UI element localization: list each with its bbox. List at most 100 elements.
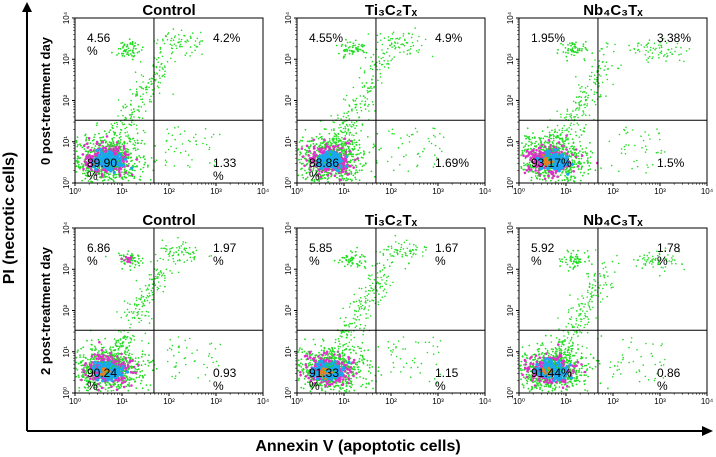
event-dot	[111, 145, 114, 147]
event-dot	[430, 142, 433, 145]
event-dot	[625, 132, 627, 135]
event-dot	[572, 170, 575, 173]
event-dot	[662, 55, 665, 57]
event-dot	[581, 85, 583, 88]
event-dot	[577, 116, 579, 119]
event-dot	[575, 102, 577, 104]
event-dot	[351, 143, 354, 146]
event-dot	[394, 41, 396, 43]
event-dot	[116, 134, 118, 137]
event-dot	[218, 133, 221, 136]
event-dot	[585, 99, 588, 101]
event-dot	[555, 143, 558, 145]
event-dot	[144, 131, 146, 134]
event-dot	[358, 116, 360, 119]
y-tick-label: 10²	[284, 94, 293, 106]
event-dot	[345, 48, 347, 51]
event-dot	[127, 389, 130, 392]
event-dot	[370, 85, 372, 88]
event-dot	[138, 161, 141, 163]
event-dot	[350, 121, 353, 123]
event-dot	[79, 143, 81, 146]
event-dot	[628, 44, 630, 47]
event-dot	[670, 48, 673, 50]
event-dot	[557, 179, 560, 182]
event-dot	[129, 88, 131, 91]
event-dot	[132, 143, 134, 145]
event-dot	[326, 174, 330, 177]
event-dot	[88, 170, 91, 173]
event-dot	[606, 78, 609, 81]
event-dot	[139, 156, 142, 159]
event-dot	[131, 42, 134, 45]
event-dot	[373, 175, 376, 178]
event-dot	[577, 155, 579, 158]
event-dot	[525, 143, 527, 146]
event-dot	[338, 178, 342, 182]
event-dot	[657, 54, 660, 56]
event-dot	[645, 59, 648, 61]
event-dot	[643, 46, 646, 48]
event-dot	[587, 157, 589, 160]
event-dot	[383, 53, 386, 55]
event-dot	[584, 87, 587, 89]
event-dot	[143, 143, 146, 145]
event-dot	[535, 145, 538, 147]
event-dot	[347, 172, 351, 176]
event-dot	[187, 40, 189, 42]
event-dot	[591, 65, 593, 68]
event-dot	[524, 148, 526, 151]
event-dot	[342, 138, 345, 140]
event-dot	[117, 139, 119, 142]
event-dot	[302, 176, 305, 179]
event-dot	[358, 139, 361, 142]
event-dot	[569, 42, 571, 45]
event-dot	[370, 56, 372, 59]
event-dot	[344, 154, 347, 157]
event-dot	[586, 85, 589, 88]
event-dot	[603, 69, 605, 71]
event-dot	[336, 114, 339, 116]
event-dot	[578, 47, 581, 50]
event-dot	[77, 362, 80, 365]
event-dot	[536, 177, 539, 180]
event-dot	[583, 130, 586, 133]
event-dot	[146, 166, 149, 168]
event-dot	[177, 41, 179, 44]
event-dot	[363, 152, 366, 155]
event-dot	[104, 147, 108, 150]
event-dot	[522, 146, 525, 149]
event-dot	[340, 126, 342, 129]
event-dot	[163, 65, 166, 67]
event-dot	[121, 53, 123, 55]
event-dot	[162, 39, 164, 42]
event-dot	[561, 127, 564, 130]
event-dot	[164, 76, 166, 78]
event-dot	[327, 180, 329, 183]
event-dot	[130, 116, 133, 118]
event-dot	[90, 174, 93, 177]
event-dot	[154, 145, 157, 147]
event-dot	[353, 134, 355, 137]
event-dot	[371, 82, 373, 84]
event-dot	[551, 176, 554, 180]
event-dot	[577, 168, 580, 171]
event-dot	[315, 135, 318, 138]
event-dot	[341, 152, 344, 154]
event-dot	[201, 40, 204, 42]
event-dot	[134, 147, 136, 150]
quadrant-label-upper-right: 4.2%	[213, 31, 241, 45]
event-dot	[352, 42, 355, 45]
event-dot	[355, 178, 357, 181]
event-dot	[127, 136, 129, 138]
event-dot	[95, 140, 99, 144]
event-dot	[204, 128, 207, 130]
event-dot	[336, 139, 338, 141]
event-dot	[529, 138, 531, 141]
event-dot	[589, 150, 592, 153]
event-dot	[570, 113, 572, 115]
event-dot	[344, 126, 346, 128]
event-dot	[131, 113, 133, 116]
event-dot	[523, 164, 525, 167]
event-dot	[537, 143, 540, 146]
